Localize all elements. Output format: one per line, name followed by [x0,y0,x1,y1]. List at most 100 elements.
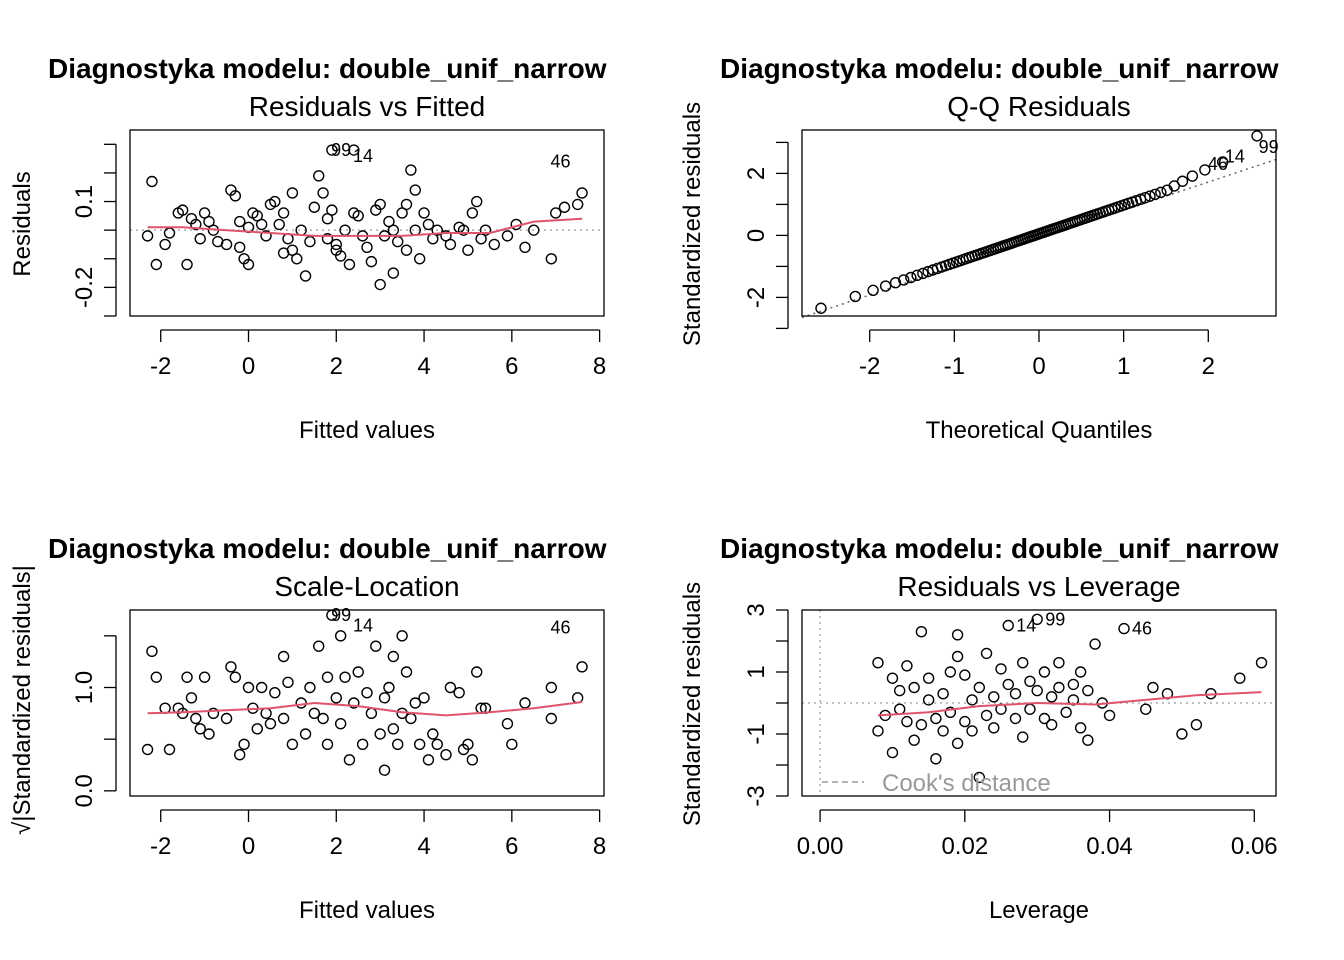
data-point [1190,719,1203,731]
x-tick-label: 6 [505,833,518,860]
data-point [150,258,163,271]
data-point [190,218,202,231]
data-point [462,738,474,751]
data-point [457,224,470,236]
panel3-title: Diagnostyka modelu: double_unif_narrow [48,533,607,564]
y-tick-label: -3 [743,785,770,806]
x-tick-label: 8 [593,833,606,860]
data-point [185,692,198,704]
data-point [1038,666,1051,678]
y-tick-label: 2 [743,167,770,180]
data-point [203,728,215,740]
data-point [898,274,910,286]
data-point [273,218,285,231]
data-point [295,697,307,709]
data-point [378,692,391,704]
x-tick-label: 4 [417,353,430,380]
data-point [1024,703,1036,715]
data-point [400,244,413,256]
data-point [330,238,342,251]
panel3-xlabel: Fitted values [299,897,435,924]
data-point [321,738,334,751]
data-point [308,707,321,720]
data-point [951,629,964,641]
data-point [277,712,290,725]
data-point [198,671,211,683]
x-tick-label: -2 [859,353,880,380]
data-point [413,253,426,265]
data-point [413,738,426,751]
data-point [422,218,435,231]
data-point [299,728,312,740]
panel2-xlabel: Theoretical Quantiles [926,417,1153,444]
data-point [176,204,189,216]
data-point [908,681,920,694]
data-point [282,676,294,689]
data-point [1060,706,1072,718]
data-point [374,728,386,740]
data-point [260,230,272,242]
data-point [194,233,206,245]
data-point [1017,731,1029,743]
panel-residuals-vs-fitted: Diagnostyka modelu: double_unif_narrow R… [9,53,607,444]
data-point [352,666,364,678]
data-point [304,235,316,248]
data-point [937,725,949,737]
data-point [1155,186,1167,199]
data-point [277,207,290,219]
data-point [922,672,935,684]
data-point [220,712,233,725]
data-point [944,706,957,718]
data-point [506,738,518,751]
plot-frame [801,609,1277,797]
data-point [571,198,584,211]
data-point [922,694,935,706]
data-point [181,671,193,683]
data-point [431,738,443,751]
data-point [361,686,373,699]
data-point [889,277,902,289]
outlier-label-99: 99 [1045,609,1065,629]
data-point [576,187,588,199]
data-point [1067,678,1080,691]
x-tick-label: -1 [944,353,965,380]
data-point [1103,709,1116,722]
data-point [286,187,299,199]
data-point [348,144,360,156]
data-point [1009,712,1022,725]
data-point [1009,688,1022,700]
data-point [1074,722,1087,734]
data-point [308,201,321,213]
data-point [471,666,483,678]
data-point [1002,619,1014,632]
data-point [479,224,492,236]
y-tick-label: -2 [743,287,770,308]
data-point [255,681,268,694]
data-point [159,238,171,251]
data-point [365,255,378,268]
data-point [299,270,312,282]
panel4-xlabel: Leverage [989,897,1089,924]
data-point [264,717,277,730]
data-point [1144,190,1156,202]
data-point [146,645,158,658]
data-point [917,267,929,280]
data-point [1045,691,1058,703]
data-point [959,715,971,728]
outlier-label-14: 14 [353,616,373,636]
data-point [343,754,356,766]
panel4-ylabel: Standardized residuals [679,582,706,826]
data-point [330,692,342,704]
data-point [352,210,364,222]
data-point [1031,613,1043,625]
data-point [988,722,1000,734]
data-point [872,725,884,737]
data-point [1031,684,1043,697]
data-point [141,230,154,242]
data-point [879,280,892,292]
data-point [471,195,483,208]
smooth-line [877,691,1262,717]
data-point [545,681,558,694]
